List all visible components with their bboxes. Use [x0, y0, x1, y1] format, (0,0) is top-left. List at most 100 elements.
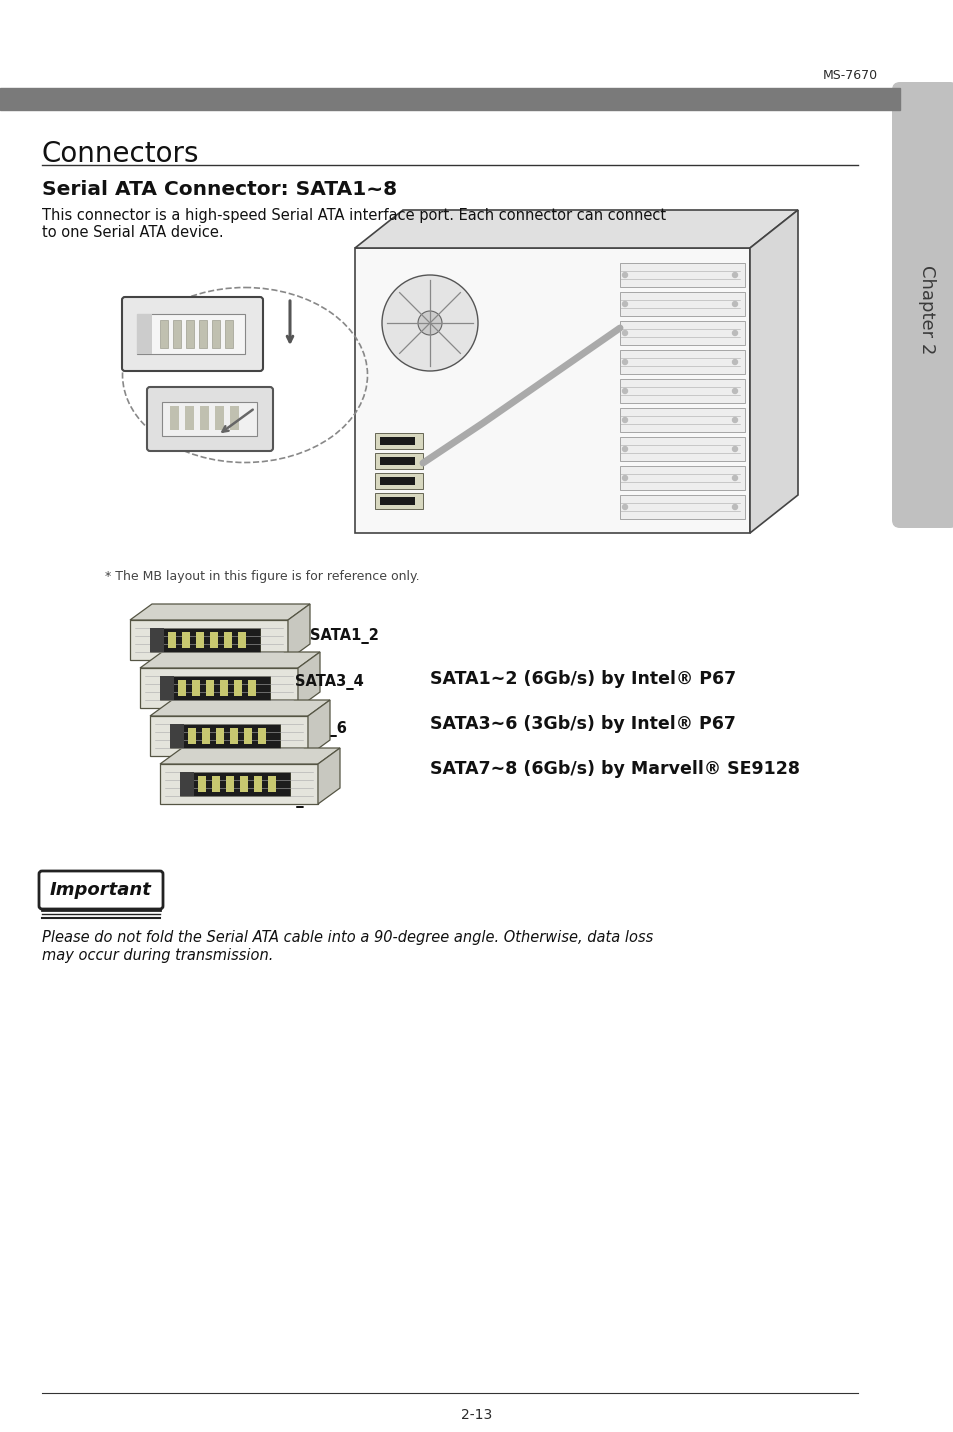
Bar: [170, 407, 179, 430]
Bar: [619, 292, 744, 316]
Bar: [172, 319, 181, 348]
Bar: [202, 727, 210, 745]
Bar: [244, 727, 252, 745]
Bar: [375, 432, 422, 450]
Bar: [198, 776, 206, 792]
Polygon shape: [317, 748, 339, 803]
Bar: [160, 676, 270, 700]
Bar: [168, 632, 175, 649]
Circle shape: [732, 331, 737, 335]
Text: Important: Important: [50, 881, 152, 899]
Bar: [160, 319, 168, 348]
Bar: [130, 620, 288, 660]
Circle shape: [381, 275, 477, 371]
Bar: [375, 493, 422, 508]
Text: Connectors: Connectors: [42, 140, 199, 168]
Bar: [150, 716, 308, 756]
Bar: [195, 632, 204, 649]
Circle shape: [622, 475, 627, 481]
Polygon shape: [308, 700, 330, 756]
FancyBboxPatch shape: [122, 296, 263, 371]
Bar: [150, 629, 260, 652]
Bar: [137, 314, 152, 354]
Text: SATA7~8 (6Gb/s) by Marvell® SE9128: SATA7~8 (6Gb/s) by Marvell® SE9128: [430, 760, 800, 778]
Bar: [214, 407, 224, 430]
Circle shape: [732, 302, 737, 306]
Polygon shape: [355, 211, 797, 248]
Bar: [253, 776, 262, 792]
Bar: [180, 772, 290, 796]
Bar: [237, 632, 246, 649]
Bar: [619, 495, 744, 518]
Bar: [619, 437, 744, 461]
Bar: [160, 765, 317, 803]
Text: to one Serial ATA device.: to one Serial ATA device.: [42, 225, 223, 241]
Text: Chapter 2: Chapter 2: [917, 265, 935, 355]
Bar: [215, 727, 224, 745]
Circle shape: [732, 388, 737, 394]
Bar: [150, 629, 164, 652]
Circle shape: [622, 504, 627, 510]
Bar: [137, 314, 245, 354]
Circle shape: [622, 359, 627, 365]
Text: may occur during transmission.: may occur during transmission.: [42, 948, 274, 962]
Bar: [230, 727, 237, 745]
Text: SATA1~2 (6Gb/s) by Intel® P67: SATA1~2 (6Gb/s) by Intel® P67: [430, 670, 736, 687]
Polygon shape: [160, 748, 339, 765]
Bar: [226, 776, 233, 792]
Bar: [233, 680, 242, 696]
Text: SATA3~6 (3Gb/s) by Intel® P67: SATA3~6 (3Gb/s) by Intel® P67: [430, 715, 735, 733]
Bar: [619, 349, 744, 374]
Polygon shape: [140, 652, 319, 667]
Polygon shape: [150, 700, 330, 716]
Bar: [212, 319, 220, 348]
Text: MS-7670: MS-7670: [822, 69, 877, 82]
Text: Please do not fold the Serial ATA cable into a 90-degree angle. Otherwise, data : Please do not fold the Serial ATA cable …: [42, 929, 653, 945]
Circle shape: [732, 359, 737, 365]
Text: SATA3_4: SATA3_4: [294, 674, 363, 690]
Bar: [375, 453, 422, 470]
Circle shape: [622, 388, 627, 394]
Bar: [160, 676, 173, 700]
Bar: [192, 680, 200, 696]
Bar: [170, 725, 184, 748]
Bar: [379, 437, 415, 445]
Bar: [240, 776, 248, 792]
Bar: [140, 667, 297, 707]
Bar: [379, 497, 415, 505]
Circle shape: [622, 331, 627, 335]
Bar: [185, 407, 193, 430]
Bar: [212, 776, 220, 792]
Bar: [170, 725, 280, 748]
Polygon shape: [749, 211, 797, 533]
Bar: [0, 87, 899, 110]
Bar: [199, 319, 207, 348]
Bar: [180, 772, 193, 796]
Bar: [225, 319, 233, 348]
Bar: [268, 776, 275, 792]
Circle shape: [732, 447, 737, 451]
Bar: [162, 402, 256, 435]
Circle shape: [622, 418, 627, 422]
Text: 2-13: 2-13: [461, 1408, 492, 1422]
Circle shape: [622, 302, 627, 306]
FancyBboxPatch shape: [39, 871, 163, 909]
Circle shape: [732, 418, 737, 422]
Bar: [355, 248, 749, 533]
Bar: [257, 727, 266, 745]
Circle shape: [732, 475, 737, 481]
Bar: [220, 680, 228, 696]
Circle shape: [417, 311, 441, 335]
FancyBboxPatch shape: [891, 82, 953, 528]
Circle shape: [732, 504, 737, 510]
Bar: [206, 680, 213, 696]
Bar: [619, 408, 744, 432]
Text: * The MB layout in this figure is for reference only.: * The MB layout in this figure is for re…: [105, 570, 419, 583]
Bar: [186, 319, 193, 348]
Bar: [210, 632, 218, 649]
Bar: [619, 379, 744, 402]
Bar: [200, 407, 209, 430]
Bar: [182, 632, 190, 649]
Circle shape: [732, 272, 737, 278]
Text: This connector is a high-speed Serial ATA interface port. Each connector can con: This connector is a high-speed Serial AT…: [42, 208, 665, 223]
